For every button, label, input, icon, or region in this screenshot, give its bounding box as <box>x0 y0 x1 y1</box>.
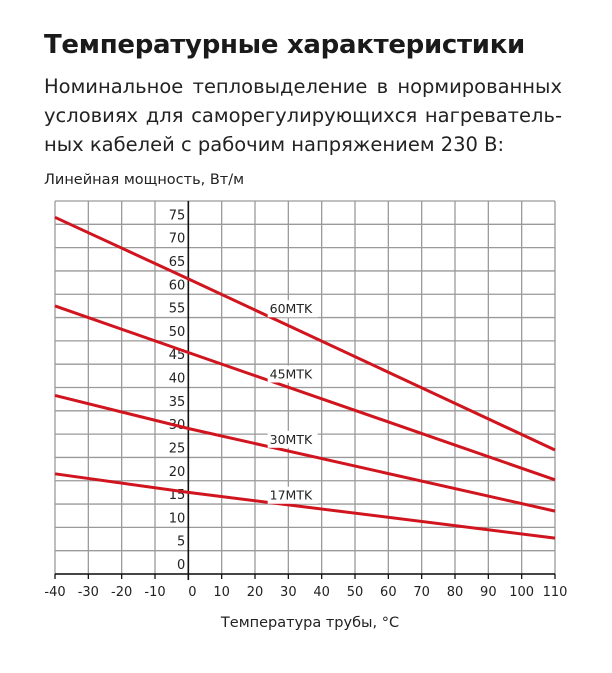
y-tick-label: 50 <box>169 325 186 340</box>
y-tick-label: 55 <box>169 302 186 317</box>
y-tick-label: 70 <box>169 232 186 247</box>
y-tick-label: 25 <box>169 441 186 456</box>
x-tick-label: 70 <box>413 585 430 600</box>
series-label-30mtk: 30MTK <box>270 432 313 447</box>
series-line-45mtk <box>54 304 556 482</box>
y-tick-label: 60 <box>169 278 186 293</box>
series-label-60mtk: 60MTK <box>270 301 313 316</box>
y-tick-label: 45 <box>169 348 186 363</box>
x-tick-label: 100 <box>509 585 534 600</box>
x-tick-label: 50 <box>347 585 364 600</box>
series-label-17mtk: 17MTK <box>270 488 313 503</box>
x-tick-label: -20 <box>111 585 132 600</box>
x-tick-label: 60 <box>380 585 397 600</box>
series-labels: 60MTK 45MTK 30MTK 17MTK <box>267 300 318 504</box>
x-tick-labels: -40 -30 -20 -10 0 10 20 30 40 50 60 70 80 90 100 110 <box>44 585 567 600</box>
y-tick-label: 65 <box>169 255 186 270</box>
x-tick-label: 20 <box>247 585 264 600</box>
x-axis-label: Температура трубы, °C <box>220 615 399 631</box>
series-label-bg <box>267 486 318 504</box>
series-label-bg <box>267 300 318 318</box>
axes <box>54 201 556 580</box>
series-line-30mtk <box>54 393 556 513</box>
page-title: Температурные характеристики <box>44 30 525 60</box>
y-tick-label: 5 <box>177 535 185 550</box>
x-tick-label: 110 <box>543 585 568 600</box>
x-tick-label: -10 <box>144 585 165 600</box>
x-tick-label: 0 <box>188 585 196 600</box>
series-label-bg <box>267 365 318 383</box>
y-tick-label: 35 <box>169 395 186 410</box>
x-tick-label: 30 <box>280 585 297 600</box>
series-label-bg <box>267 430 318 448</box>
data-series <box>54 215 556 540</box>
series-line-60mtk <box>54 215 556 452</box>
x-tick-label: 90 <box>480 585 497 600</box>
series-label-45mtk: 45MTK <box>270 367 313 382</box>
x-tick-label: -30 <box>78 585 99 600</box>
x-tick-label: 40 <box>313 585 330 600</box>
y-tick-label: 20 <box>169 465 186 480</box>
y-tick-label: 40 <box>169 372 186 387</box>
series-line-17mtk <box>54 472 556 540</box>
y-tick-label: 10 <box>169 511 186 526</box>
x-tick-label: 10 <box>213 585 230 600</box>
y-tick-label: 0 <box>177 558 185 573</box>
grid-lines <box>54 200 556 575</box>
x-tick-label: -40 <box>44 585 65 600</box>
chart-description: Номинальное тепловыделение в нормированн… <box>44 75 562 156</box>
y-axis-label: Линейная мощность, Вт/м <box>44 172 245 188</box>
x-tick-label: 80 <box>447 585 464 600</box>
y-tick-label: 75 <box>169 208 186 223</box>
